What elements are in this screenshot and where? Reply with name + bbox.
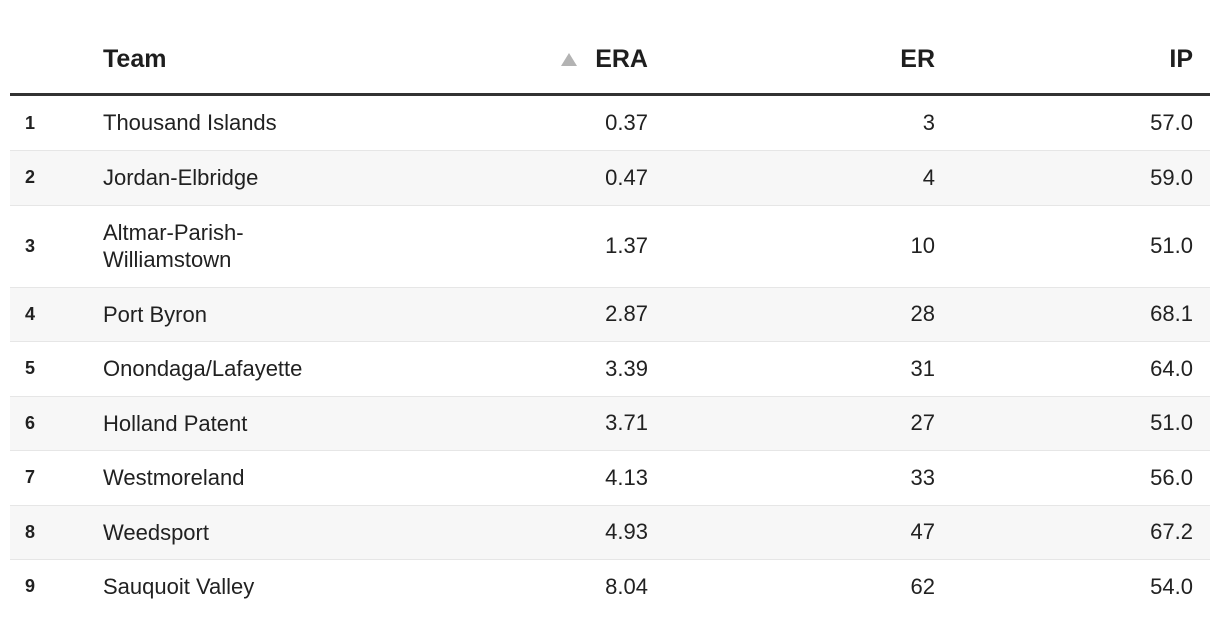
table-row: 4 Port Byron 2.87 28 68.1 bbox=[10, 286, 1210, 341]
er-cell: 62 bbox=[910, 573, 935, 599]
rank-cell: 1 bbox=[25, 112, 36, 133]
ip-cell: 57.0 bbox=[1150, 110, 1193, 135]
era-cell: 2.87 bbox=[605, 301, 648, 327]
table-row: 9 Sauquoit Valley 8.04 62 54.0 bbox=[10, 559, 1210, 614]
er-cell: 4 bbox=[922, 164, 935, 190]
table-body: 1 Thousand Islands 0.37 3 57.0 2 Jordan-… bbox=[10, 96, 1210, 614]
table-row: 8 Weedsport 4.93 47 67.2 bbox=[10, 504, 1210, 559]
team-cell: Jordan-Elbridge bbox=[103, 165, 259, 190]
er-cell: 10 bbox=[910, 233, 935, 258]
team-cell: Weedsport bbox=[103, 519, 209, 545]
er-cell: 47 bbox=[910, 519, 935, 545]
era-cell: 3.71 bbox=[605, 410, 648, 436]
column-header-er-label: ER bbox=[900, 45, 935, 73]
rank-cell: 5 bbox=[25, 358, 36, 379]
er-cell: 28 bbox=[910, 301, 935, 327]
rank-cell: 8 bbox=[25, 521, 36, 542]
column-header-team-label: Team bbox=[103, 45, 167, 73]
column-header-era-label: ERA bbox=[595, 45, 648, 73]
table-row: 7 Westmoreland 4.13 33 56.0 bbox=[10, 450, 1210, 505]
era-cell: 1.37 bbox=[605, 233, 648, 258]
column-header-ip-label: IP bbox=[1169, 45, 1193, 73]
sort-ascending-icon bbox=[561, 53, 578, 66]
column-header-team[interactable]: Team bbox=[103, 45, 348, 74]
ip-cell: 67.2 bbox=[1150, 519, 1193, 545]
table-row: 2 Jordan-Elbridge 0.47 4 59.0 bbox=[10, 150, 1210, 205]
team-cell: Onondaga/Lafayette bbox=[103, 356, 303, 381]
era-cell: 4.13 bbox=[605, 464, 648, 490]
column-header-ip[interactable]: IP bbox=[935, 45, 1210, 74]
ip-cell: 59.0 bbox=[1150, 164, 1193, 190]
team-cell: Altmar-Parish-Williamstown bbox=[103, 219, 244, 273]
ip-cell: 68.1 bbox=[1150, 301, 1193, 327]
ip-cell: 51.0 bbox=[1150, 233, 1193, 258]
team-cell: Westmoreland bbox=[103, 465, 245, 490]
era-cell: 0.47 bbox=[605, 164, 648, 190]
era-cell: 0.37 bbox=[605, 110, 648, 135]
table-header-row: Team ERA ER IP bbox=[10, 0, 1210, 96]
er-cell: 27 bbox=[910, 410, 935, 436]
er-cell: 33 bbox=[910, 464, 935, 490]
rank-cell: 7 bbox=[25, 467, 36, 488]
table-row: 6 Holland Patent 3.71 27 51.0 bbox=[10, 395, 1210, 450]
rank-cell: 9 bbox=[25, 576, 36, 597]
team-cell: Sauquoit Valley bbox=[103, 574, 255, 599]
team-cell: Thousand Islands bbox=[103, 110, 277, 136]
era-cell: 8.04 bbox=[605, 573, 648, 599]
era-stats-table: Team ERA ER IP 1 Thousand Islands 0.37 3… bbox=[10, 0, 1210, 614]
ip-cell: 56.0 bbox=[1150, 464, 1193, 490]
table-row: 5 Onondaga/Lafayette 3.39 31 64.0 bbox=[10, 341, 1210, 396]
rank-cell: 3 bbox=[25, 235, 36, 256]
column-header-er[interactable]: ER bbox=[648, 45, 935, 74]
ip-cell: 54.0 bbox=[1150, 573, 1193, 599]
rank-cell: 6 bbox=[25, 412, 36, 433]
rank-cell: 2 bbox=[25, 167, 36, 188]
team-cell: Port Byron bbox=[103, 301, 207, 327]
rank-cell: 4 bbox=[25, 303, 36, 324]
era-cell: 3.39 bbox=[605, 355, 648, 381]
ip-cell: 51.0 bbox=[1150, 410, 1193, 436]
era-cell: 4.93 bbox=[605, 519, 648, 545]
column-header-era[interactable]: ERA bbox=[348, 45, 648, 74]
table-row: 1 Thousand Islands 0.37 3 57.0 bbox=[10, 96, 1210, 150]
er-cell: 31 bbox=[910, 355, 935, 381]
ip-cell: 64.0 bbox=[1150, 355, 1193, 381]
team-cell: Holland Patent bbox=[103, 410, 248, 436]
table-row: 3 Altmar-Parish-Williamstown 1.37 10 51.… bbox=[10, 204, 1210, 287]
er-cell: 3 bbox=[922, 110, 935, 135]
